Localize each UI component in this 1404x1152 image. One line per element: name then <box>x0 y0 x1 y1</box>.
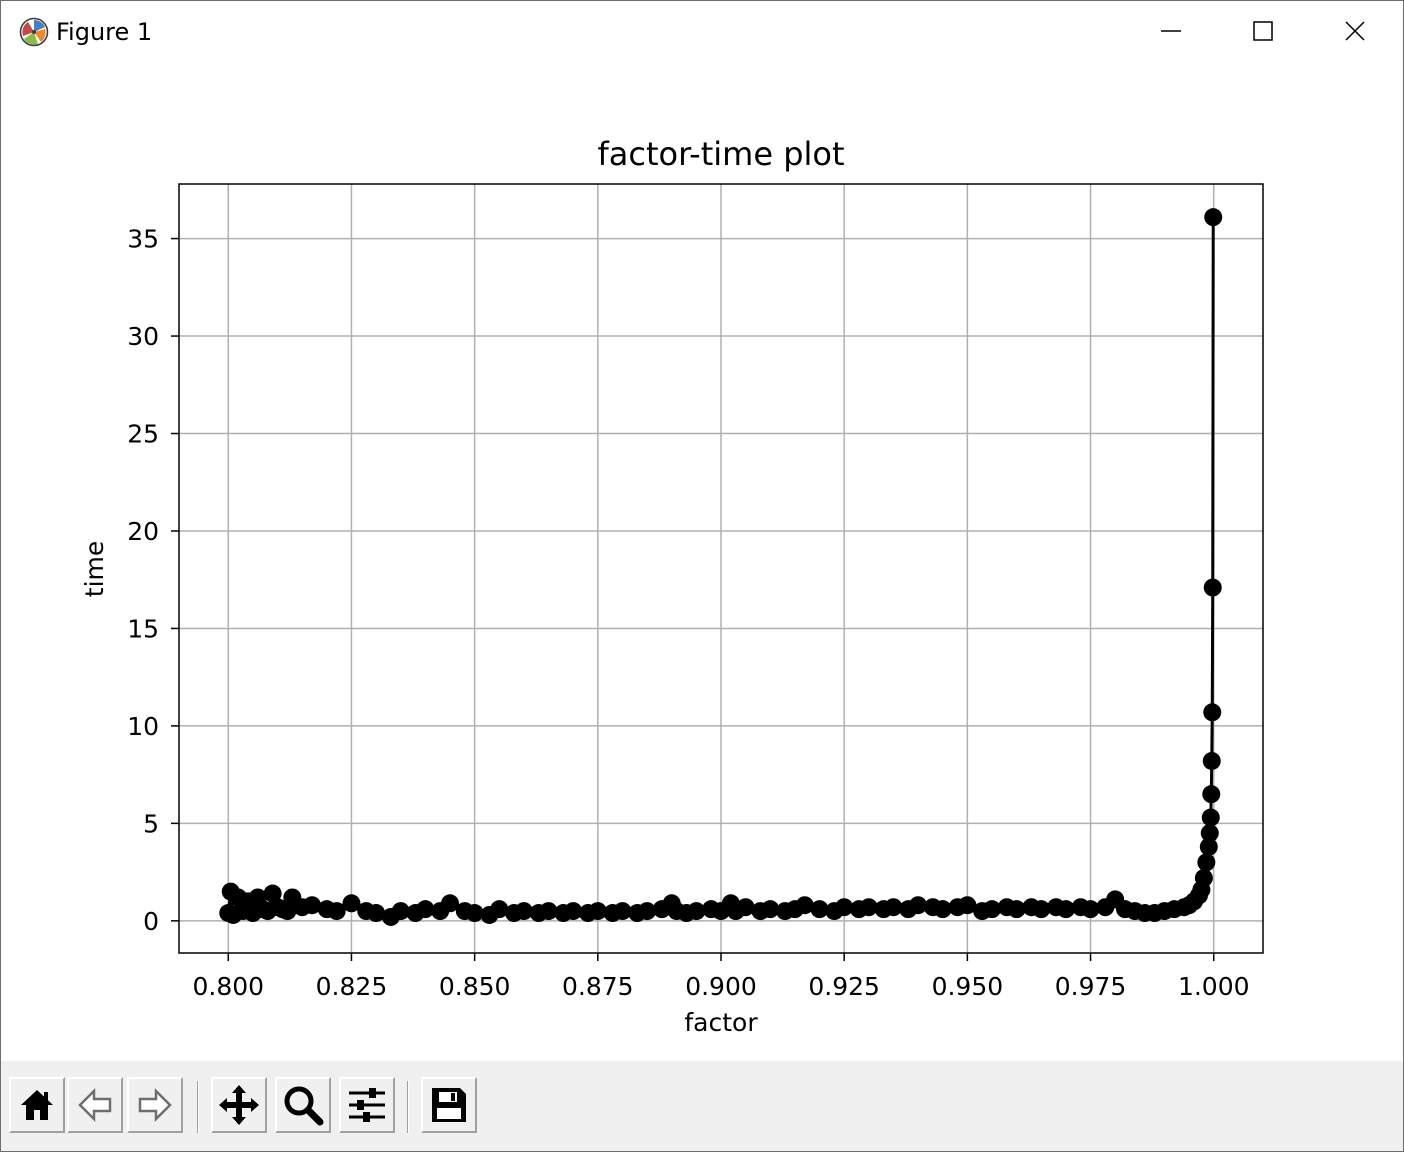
y-tick-label: 15 <box>127 614 159 643</box>
data-point <box>795 896 814 915</box>
zoom-icon <box>284 1086 324 1126</box>
data-point <box>539 902 558 921</box>
data-point <box>909 896 928 915</box>
save-button[interactable] <box>421 1077 477 1133</box>
ticks: 0.800 0.825 0.850 0.875 0.900 0.925 0.950 0.975… <box>127 225 1249 1001</box>
maximize-icon <box>1253 21 1273 41</box>
x-tick-label: 0.900 <box>685 972 757 1001</box>
data-point <box>638 902 657 921</box>
x-tick-label: 0.975 <box>1055 972 1127 1001</box>
data-point <box>1199 837 1218 856</box>
data-point <box>958 896 977 915</box>
data-point <box>303 896 322 915</box>
data-point <box>1204 208 1223 227</box>
data-point <box>687 902 706 921</box>
data-point <box>983 900 1001 919</box>
data-point <box>514 902 533 921</box>
x-tick-label: 0.925 <box>808 972 880 1001</box>
data-point <box>884 898 903 917</box>
data-point <box>1007 900 1026 919</box>
save-icon <box>432 1088 466 1122</box>
data-point <box>1032 900 1051 919</box>
home-button[interactable] <box>9 1077 65 1133</box>
data-point <box>1202 785 1221 804</box>
data-point <box>810 900 829 919</box>
data-point <box>1200 824 1219 843</box>
y-tick-label: 35 <box>127 225 159 254</box>
back-arrow-icon <box>78 1087 112 1123</box>
data-point <box>342 894 361 913</box>
x-tick-label: 0.850 <box>439 972 511 1001</box>
y-axis-label: time <box>80 541 109 597</box>
window-title: Figure 1 <box>56 18 153 46</box>
y-tick-label: 25 <box>127 420 159 449</box>
data-point <box>835 898 854 917</box>
matplotlib-icon[interactable] <box>19 17 49 47</box>
data-point <box>391 902 410 921</box>
data-point <box>613 902 632 921</box>
data-series <box>219 208 1223 926</box>
x-tick-label: 0.825 <box>316 972 388 1001</box>
configure-subplots-button[interactable] <box>339 1077 395 1133</box>
move-icon <box>219 1085 259 1125</box>
back-button[interactable] <box>67 1077 123 1133</box>
x-tick-label: 0.875 <box>562 972 634 1001</box>
toolbar-separator <box>407 1081 409 1133</box>
data-point <box>1202 751 1221 770</box>
x-tick-label: 0.950 <box>932 972 1004 1001</box>
data-point <box>263 884 282 903</box>
x-tick-label: 0.800 <box>192 972 264 1001</box>
x-axis-label: factor <box>684 1008 758 1037</box>
data-point <box>1194 868 1213 887</box>
y-tick-label: 10 <box>127 712 159 741</box>
data-point <box>564 902 583 921</box>
maximize-button[interactable] <box>1217 1 1309 61</box>
y-tick-label: 0 <box>143 907 159 936</box>
forward-arrow-icon <box>138 1087 172 1123</box>
x-tick-label: 1.000 <box>1178 972 1250 1001</box>
data-point <box>278 902 297 921</box>
data-point <box>859 898 878 917</box>
data-point <box>1056 900 1075 919</box>
data-point <box>490 900 509 919</box>
data-point <box>1081 900 1100 919</box>
close-icon <box>1345 21 1365 41</box>
data-point <box>416 900 435 919</box>
grid-lines <box>179 184 1263 953</box>
data-point <box>1203 578 1222 597</box>
data-point <box>367 904 386 923</box>
sliders-icon <box>349 1088 385 1122</box>
zoom-button[interactable] <box>275 1077 331 1133</box>
toolbar-separator <box>197 1081 199 1133</box>
chart-title: factor-time plot <box>597 135 844 173</box>
data-point <box>736 898 755 917</box>
home-icon <box>21 1090 53 1120</box>
data-point <box>1203 703 1222 722</box>
y-tick-label: 30 <box>127 322 159 351</box>
close-button[interactable] <box>1309 1 1401 61</box>
pan-button[interactable] <box>211 1077 267 1133</box>
minimize-button[interactable] <box>1125 1 1217 61</box>
data-point <box>441 894 459 913</box>
data-point <box>1201 808 1220 827</box>
data-point <box>588 902 607 921</box>
forward-button[interactable] <box>127 1077 183 1133</box>
y-tick-label: 5 <box>143 809 159 838</box>
minimize-icon <box>1161 30 1181 32</box>
title-bar[interactable]: Figure 1 <box>1 1 1403 63</box>
navigation-toolbar <box>1 1061 1403 1151</box>
y-tick-label: 20 <box>127 517 159 546</box>
data-point <box>1197 853 1216 872</box>
data-point <box>465 904 484 923</box>
chart: 0.800 0.825 0.850 0.875 0.900 0.925 0.950 0.975… <box>80 135 1264 1037</box>
data-point <box>933 900 952 919</box>
data-point <box>327 902 346 921</box>
data-point <box>761 900 780 919</box>
figure-canvas[interactable]: 0.800 0.825 0.850 0.875 0.900 0.925 0.950 0.975… <box>1 63 1403 1061</box>
